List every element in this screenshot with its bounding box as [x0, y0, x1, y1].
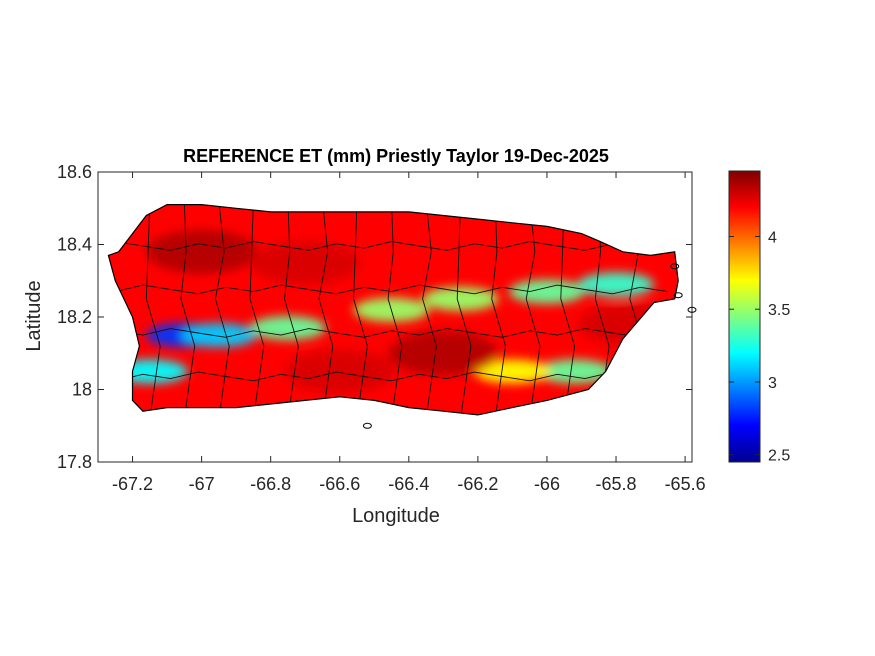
et-field-sample: [249, 315, 326, 340]
et-field-sample: [284, 349, 395, 394]
y-tick-label: 17.8: [57, 452, 92, 472]
municipality-boundary: [387, 204, 403, 415]
et-field-sample: [474, 359, 551, 384]
et-field-sample: [578, 272, 654, 297]
x-tick-label: -65.6: [665, 474, 706, 494]
x-axis-label: Longitude: [352, 505, 440, 527]
et-field-sample: [509, 279, 585, 304]
municipality-boundary: [214, 204, 230, 415]
y-axis-label: Latitude: [23, 280, 45, 351]
municipality-boundary: [422, 204, 437, 415]
colorbar-ticks: 2.5 3 3.5 4: [729, 229, 790, 465]
municipality-boundary: [115, 371, 668, 382]
et-field-sample: [422, 215, 533, 260]
et-field-sample: [180, 323, 257, 348]
municipality-boundaries: [115, 204, 668, 415]
municipality-boundary: [115, 241, 668, 251]
x-tick-label: -67.2: [112, 474, 153, 494]
et-field-sample: [146, 229, 257, 274]
y-tick-label: 18.4: [57, 235, 92, 255]
y-tick-label: 18.2: [57, 307, 92, 327]
x-tick-label: -66.8: [250, 474, 291, 494]
et-field-sample: [388, 331, 499, 376]
municipality-boundary: [456, 204, 472, 415]
y-tick-label: 18.6: [57, 162, 92, 182]
small-islands: [362, 263, 697, 429]
colorbar-tick-label: 3.5: [768, 302, 790, 319]
municipality-boundary: [525, 204, 541, 415]
municipality-boundary: [284, 204, 299, 415]
colorbar-tick-label: 2.5: [768, 448, 790, 465]
municipality-boundary: [249, 204, 265, 415]
y-axis-ticks: 17.8 18 18.2 18.4 18.6: [57, 162, 692, 472]
x-tick-label: -66.4: [388, 474, 429, 494]
municipality-boundary: [491, 204, 506, 415]
islet: [670, 263, 680, 270]
municipality-boundary: [560, 204, 576, 415]
municipality-boundary: [145, 204, 161, 415]
x-tick-label: -66.2: [457, 474, 498, 494]
colorbar-tick-label: 3: [768, 375, 777, 392]
municipality-boundary: [115, 284, 668, 295]
colorbar-tick-label: 4: [768, 229, 777, 246]
x-tick-label: -66.6: [319, 474, 360, 494]
x-tick-label: -67: [189, 474, 215, 494]
colorbar: [728, 170, 761, 463]
islet: [687, 306, 697, 313]
municipality-boundary: [318, 204, 334, 415]
et-field-sample: [536, 359, 613, 384]
x-tick-label: -65.8: [596, 474, 637, 494]
islet: [673, 292, 683, 299]
et-field-sample: [250, 240, 361, 285]
x-tick-label: -66: [534, 474, 560, 494]
islet: [362, 422, 372, 429]
municipality-boundary: [115, 328, 668, 338]
municipality-boundary: [353, 204, 368, 415]
y-tick-label: 18: [72, 380, 92, 400]
x-axis-ticks: -67.2 -67 -66.8 -66.6 -66.4 -66.2 -66 -65.8 -65.…: [112, 172, 706, 494]
municipality-boundary: [180, 204, 196, 415]
chart-title: REFERENCE ET (mm) Priestly Taylor 19-Dec…: [183, 146, 609, 166]
